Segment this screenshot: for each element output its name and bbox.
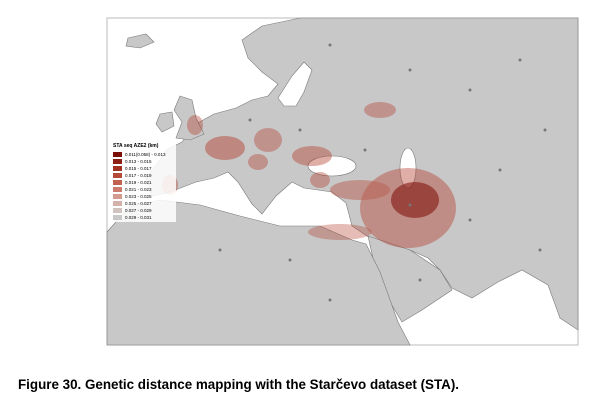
site: [468, 88, 472, 92]
sample-sites: [218, 43, 547, 302]
site: [288, 258, 292, 262]
site: [538, 248, 542, 252]
site: [518, 58, 522, 62]
legend-label: 0.029 - 0.031: [125, 215, 152, 220]
site: [498, 168, 502, 172]
region: [364, 102, 396, 118]
region: [254, 128, 282, 152]
region: [310, 172, 330, 188]
legend-swatch: [113, 173, 122, 178]
legend-label: 0.013 - 0.015: [125, 159, 152, 164]
legend-label: 0.023 - 0.025: [125, 194, 152, 199]
legend-label: 0.025 - 0.027: [125, 201, 152, 206]
region: [330, 180, 390, 200]
legend-swatch: [113, 180, 122, 185]
distance-overlay: [162, 102, 456, 248]
site: [543, 128, 547, 132]
legend-swatch: [113, 166, 122, 171]
region: [308, 224, 372, 240]
site: [298, 128, 302, 132]
map: [106, 17, 579, 346]
legend-swatch: [113, 208, 122, 213]
legend-label: 0.011(0.058) - 0.013: [125, 152, 166, 157]
legend-label: 0.027 - 0.029: [125, 208, 152, 213]
site: [248, 118, 252, 122]
site: [218, 248, 222, 252]
legend-swatch: [113, 201, 122, 206]
region: [248, 154, 268, 170]
region: [292, 146, 332, 166]
region: [187, 115, 203, 135]
legend-swatch: [113, 159, 122, 164]
legend-swatch: [113, 187, 122, 192]
caption: Figure 30. Genetic distance mapping with…: [18, 377, 459, 392]
site: [363, 148, 367, 152]
legend-swatch: [113, 152, 122, 157]
legend-label: 0.015 - 0.017: [125, 166, 152, 171]
region: [205, 136, 245, 160]
ireland: [155, 111, 175, 133]
legend-swatch: [113, 194, 122, 199]
legend-swatch: [113, 215, 122, 220]
britain: [173, 95, 205, 141]
region: [391, 182, 439, 218]
baltic: [277, 61, 313, 107]
site: [328, 298, 332, 302]
legend: STA seq AZE2 (km) 0.011(0.058) - 0.013 0.…: [110, 140, 176, 222]
legend-label: 0.021 - 0.023: [125, 187, 152, 192]
site: [408, 203, 412, 207]
legend-label: 0.019 - 0.021: [125, 180, 152, 185]
site: [418, 278, 422, 282]
eurasia: [145, 17, 579, 331]
legend-label: 0.017 - 0.019: [125, 173, 152, 178]
site: [328, 43, 332, 47]
site: [468, 218, 472, 222]
iceland: [125, 33, 155, 49]
black-sea: [307, 155, 357, 177]
legend-title: STA seq AZE2 (km): [113, 143, 159, 149]
site: [408, 68, 412, 72]
